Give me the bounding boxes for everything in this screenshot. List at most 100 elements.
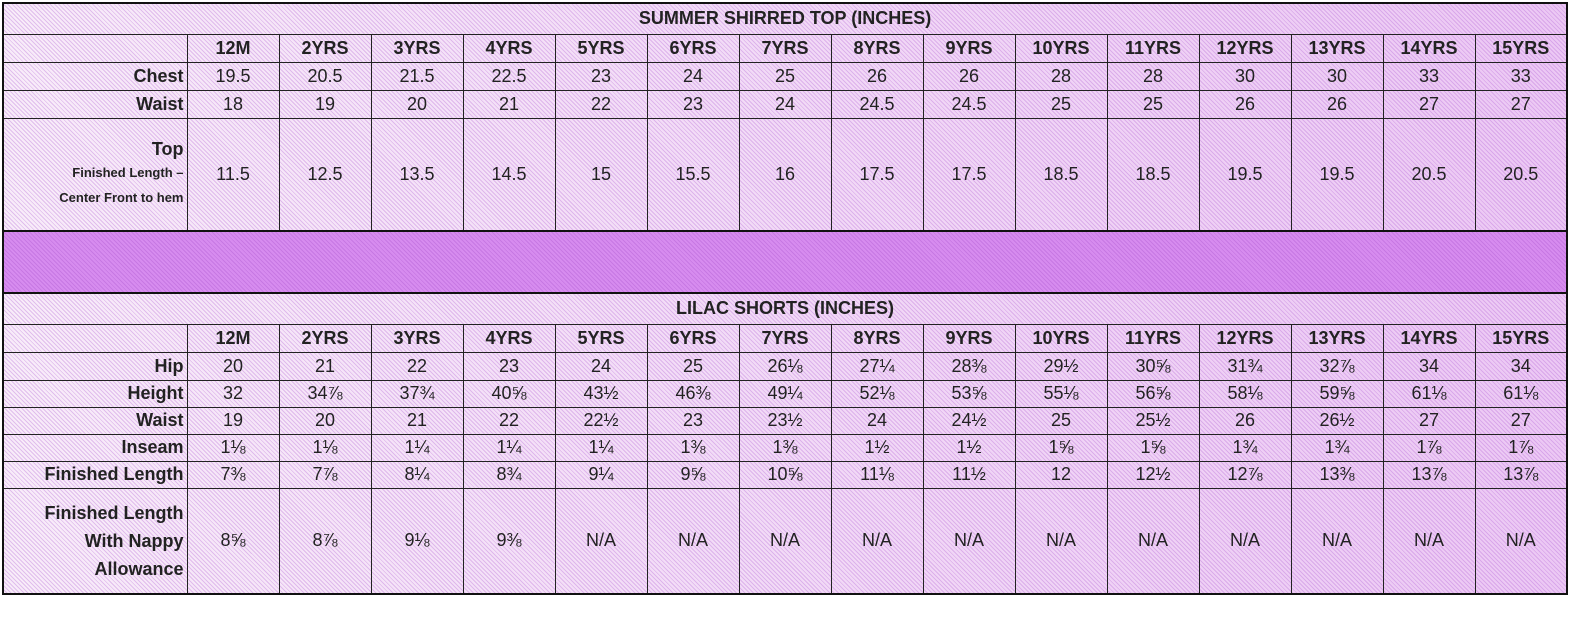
- size-chart: SUMMER SHIRRED TOP (INCHES) 12M 2YRS 3YRS 4Y…: [1, 2, 1569, 595]
- size-header: 5YRS: [554, 33, 648, 63]
- size-header: 10YRS: [1014, 33, 1108, 63]
- measurement: 1½: [830, 433, 924, 462]
- measurement: 21: [370, 406, 464, 435]
- measurement: 43½: [554, 379, 648, 408]
- measurement: 7⅜: [186, 460, 280, 489]
- table-block: LILAC SHORTS (INCHES) 12M 2YRS 3YRS 4YRS 5YRS…: [2, 292, 1568, 595]
- size-header: 9YRS: [922, 323, 1016, 353]
- measurement: 19: [186, 406, 280, 435]
- measurement: 33: [1382, 61, 1476, 91]
- measurement: 11.5: [186, 117, 280, 232]
- measurement: 1⅛: [186, 433, 280, 462]
- row-label: Finished Length With Nappy Allowance: [2, 487, 188, 595]
- measurement: 24: [554, 351, 648, 381]
- measurement: 20: [370, 89, 464, 119]
- size-header: 2YRS: [278, 323, 372, 353]
- corner-cell: [2, 33, 188, 63]
- measurement: 24½: [922, 406, 1016, 435]
- measurement: 21: [278, 351, 372, 381]
- measurement: 26: [830, 61, 924, 91]
- measurement: 23: [554, 61, 648, 91]
- measurement: 26: [1290, 89, 1384, 119]
- measurement: 25: [646, 351, 740, 381]
- size-header: 13YRS: [1290, 33, 1384, 63]
- measurement: 1⅜: [646, 433, 740, 462]
- measurement: 29½: [1014, 351, 1108, 381]
- measurement: 15: [554, 117, 648, 232]
- measurement: 26: [1198, 89, 1292, 119]
- measurement: 20: [278, 406, 372, 435]
- label-note: Finished Length –: [72, 164, 184, 180]
- row-label: Waist: [2, 89, 188, 119]
- label-line: Chest: [133, 65, 184, 86]
- measurement: 13.5: [370, 117, 464, 232]
- size-header: 2YRS: [278, 33, 372, 63]
- table-block: SUMMER SHIRRED TOP (INCHES) 12M 2YRS 3YRS 4Y…: [2, 2, 1568, 232]
- size-header: 11YRS: [1106, 323, 1200, 353]
- measurement: 22: [554, 89, 648, 119]
- measurement: 25: [1106, 89, 1200, 119]
- header-row: 12M 2YRS 3YRS 4YRS 5YRS 6YRS 7YRS 8YRS 9YRS 10YRS…: [2, 33, 1568, 63]
- size-header: 7YRS: [738, 323, 832, 353]
- measurement: 40⅝: [462, 379, 556, 408]
- label-line: Waist: [136, 410, 184, 430]
- size-header: 8YRS: [830, 323, 924, 353]
- measurement: 19.5: [1198, 117, 1292, 232]
- measurement: 30: [1198, 61, 1292, 91]
- spacer-cell: [1, 230, 1569, 294]
- measurement: 12: [1014, 460, 1108, 489]
- measurement: 28: [1106, 61, 1200, 91]
- data-row: Finished Length 7⅜ 7⅞ 8¼ 8¾ 9¼ 9⅝ 10⅝ 11⅛ 11½ 12 12…: [2, 460, 1568, 489]
- size-header: 13YRS: [1290, 323, 1384, 353]
- spacer-row: [1, 230, 1569, 294]
- measurement: 18: [186, 89, 280, 119]
- row-label: Finished Length: [2, 460, 188, 489]
- measurement: 25½: [1106, 406, 1200, 435]
- data-row: Chest 19.5 20.5 21.5 22.5 23 24 25 26 26 28 28 30 30 3…: [2, 61, 1568, 91]
- measurement: 1⅞: [1474, 433, 1568, 462]
- measurement: 61⅛: [1474, 379, 1568, 408]
- measurement: 21: [462, 89, 556, 119]
- measurement: 25: [1014, 406, 1108, 435]
- header-row: 12M 2YRS 3YRS 4YRS 5YRS 6YRS 7YRS 8YRS 9YRS 10YRS…: [2, 323, 1568, 353]
- measurement: 1⅜: [738, 433, 832, 462]
- measurement: 13⅞: [1474, 460, 1568, 489]
- measurement: 9¼: [554, 460, 648, 489]
- measurement: 22: [370, 351, 464, 381]
- data-row: Inseam 1⅛ 1⅛ 1¼ 1¼ 1¼ 1⅜ 1⅜ 1½ 1½ 1⅝ 1⅝ 1¾ 1¾ 1⅞ 1⅞: [2, 433, 1568, 462]
- measurement: N/A: [554, 487, 648, 595]
- size-header: 8YRS: [830, 33, 924, 63]
- size-header: 12M: [186, 33, 280, 63]
- row-label: Top Finished Length – Center Front to hem: [2, 117, 188, 232]
- size-header: 10YRS: [1014, 323, 1108, 353]
- measurement: 8¼: [370, 460, 464, 489]
- table-title: LILAC SHORTS (INCHES): [2, 292, 1568, 325]
- size-header: 6YRS: [646, 33, 740, 63]
- measurement: 23½: [738, 406, 832, 435]
- measurement: 17.5: [830, 117, 924, 232]
- label-line: Hip: [154, 355, 184, 376]
- size-header: 4YRS: [462, 323, 556, 353]
- measurement: 1¾: [1290, 433, 1384, 462]
- size-header: 14YRS: [1382, 33, 1476, 63]
- data-row: Finished Length With Nappy Allowance 8⅝ 8⅞ 9⅛…: [2, 487, 1568, 595]
- measurement: 56⅝: [1106, 379, 1200, 408]
- measurement: N/A: [1290, 487, 1384, 595]
- measurement: 20: [186, 351, 280, 381]
- measurement: 52⅛: [830, 379, 924, 408]
- measurement: 1⅝: [1014, 433, 1108, 462]
- size-header: 12M: [186, 323, 280, 353]
- measurement: 26: [922, 61, 1016, 91]
- measurement: N/A: [1106, 487, 1200, 595]
- measurement: 37¾: [370, 379, 464, 408]
- label-line: Finished Length: [44, 464, 184, 484]
- measurement: 24: [830, 406, 924, 435]
- measurement: 12½: [1106, 460, 1200, 489]
- label-line: Finished Length: [44, 502, 184, 523]
- measurement: N/A: [830, 487, 924, 595]
- size-header: 3YRS: [370, 33, 464, 63]
- measurement: 24: [646, 61, 740, 91]
- measurement: 23: [646, 89, 740, 119]
- measurement: N/A: [646, 487, 740, 595]
- measurement: 59⅝: [1290, 379, 1384, 408]
